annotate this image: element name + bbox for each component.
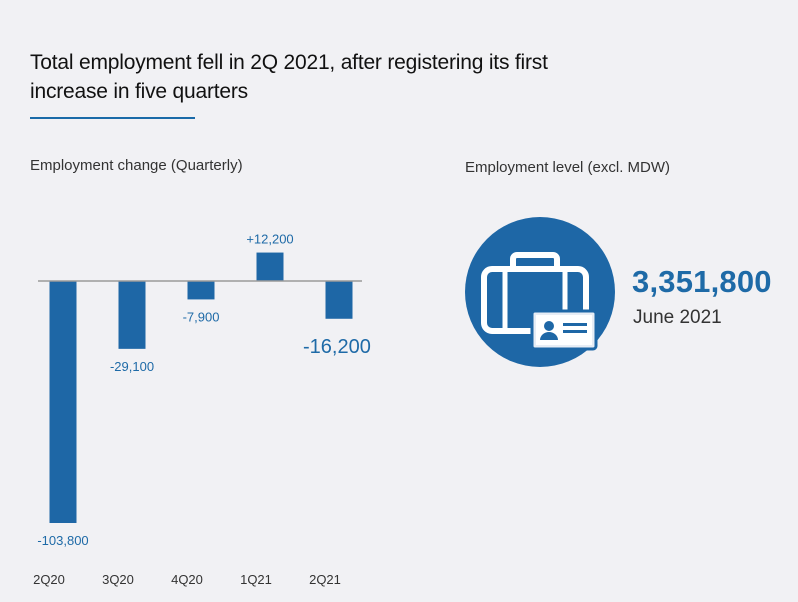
- bar-2q20: [49, 281, 77, 523]
- x-tick-1q21: 1Q21: [240, 572, 272, 587]
- x-tick-2q20: 2Q20: [33, 572, 65, 587]
- headline: Total employment fell in 2Q 2021, after …: [30, 48, 630, 106]
- employment-level-title: Employment level (excl. MDW): [465, 159, 671, 176]
- data-label-1q21: +12,200: [246, 232, 293, 247]
- employment-change-chart: -103,800 -29,100 -7,900 +12,200 -16,200 2Q20 3…: [33, 232, 371, 587]
- chart-title: Employment change (Quarterly): [30, 157, 243, 174]
- data-label-4q20: -7,900: [183, 309, 220, 324]
- headline-line-1: Total employment fell in 2Q 2021, after …: [30, 51, 548, 74]
- x-tick-2q21: 2Q21: [309, 572, 341, 587]
- bar-4q20: [187, 281, 215, 300]
- employment-level-value: 3,351,800: [632, 264, 772, 299]
- data-label-2q20: -103,800: [37, 533, 88, 548]
- headline-line-2: increase in five quarters: [30, 80, 248, 103]
- x-tick-4q20: 4Q20: [171, 572, 203, 587]
- bar-3q20: [118, 281, 146, 349]
- data-label-3q20: -29,100: [110, 359, 154, 374]
- bar-2q21: [325, 281, 353, 319]
- headline-underline: [30, 117, 195, 119]
- bar-1q21: [256, 252, 284, 281]
- data-label-2q21: -16,200: [303, 336, 371, 358]
- employment-level-date: June 2021: [633, 307, 722, 328]
- x-tick-3q20: 3Q20: [102, 572, 134, 587]
- briefcase-id-card-icon: [465, 217, 615, 367]
